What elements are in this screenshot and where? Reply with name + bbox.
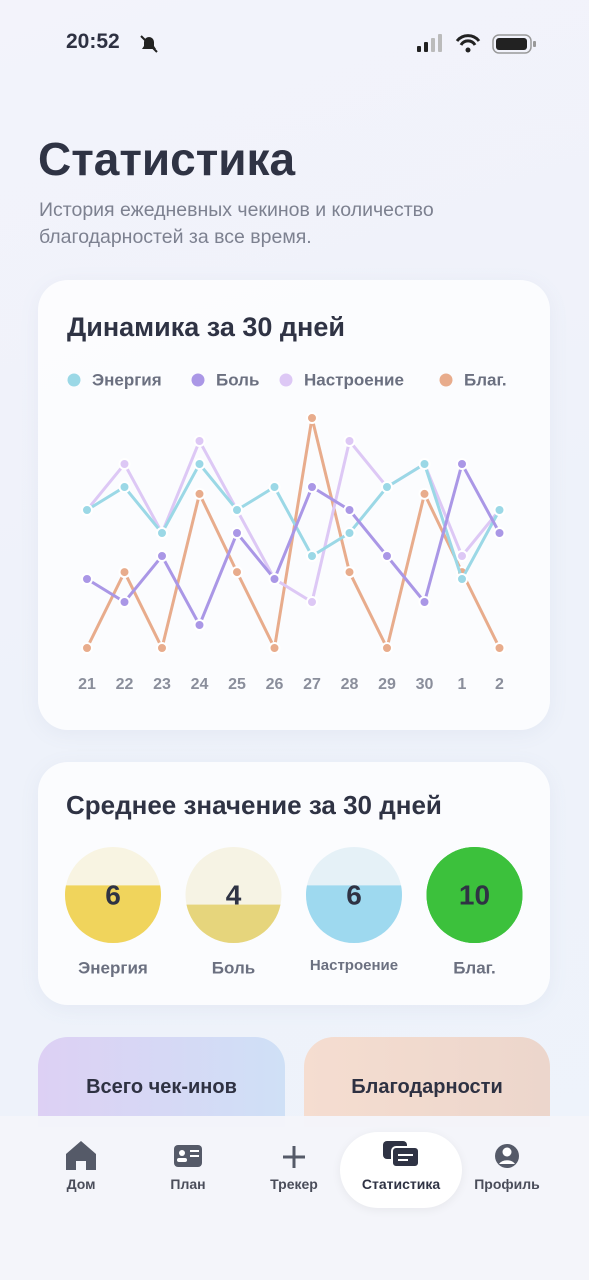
tab-bar [0, 1116, 589, 1280]
data-point [231, 566, 243, 579]
data-point [81, 504, 93, 516]
data-point [268, 573, 281, 585]
data-point [381, 481, 393, 493]
data-point [343, 435, 356, 447]
data-point [193, 435, 206, 447]
averages-title: Среднее значение за 30 дней [66, 790, 442, 820]
data-point [118, 566, 131, 579]
x-tick-label: 23 [153, 676, 171, 693]
data-point [381, 642, 393, 654]
data-point [456, 573, 468, 585]
tab[interactable]: Дом [66, 1176, 96, 1192]
gauge-fill [426, 847, 523, 943]
gauge-label: Боль [212, 958, 255, 977]
x-tick-label: 28 [341, 676, 359, 693]
averages: 6 Энергия 4 Боль 6 Настроение 10 Благ. [65, 847, 523, 977]
summary-card[interactable] [38, 1037, 285, 1127]
data-point [156, 527, 168, 539]
tab[interactable]: Профиль [474, 1176, 540, 1192]
chart-title: Динамика за 30 дней [67, 312, 345, 342]
data-point [118, 596, 131, 608]
x-tick-label: 27 [303, 676, 321, 693]
data-point [81, 642, 93, 654]
data-point [381, 550, 393, 562]
data-point [231, 527, 243, 539]
x-tick-label: 22 [116, 676, 134, 693]
data-point [306, 596, 318, 608]
gauge-label: Энергия [78, 958, 148, 977]
page-title: Статистика [38, 133, 296, 185]
data-point [268, 642, 281, 654]
data-point [456, 458, 468, 470]
data-point [418, 596, 431, 608]
data-point [343, 566, 356, 579]
data-point [306, 481, 318, 493]
data-point [81, 573, 93, 585]
data-point [456, 550, 468, 562]
mute-icon [140, 35, 158, 53]
summary-card-title: Всего чек-инов [86, 1076, 237, 1098]
data-point [418, 458, 431, 470]
data-point [418, 487, 431, 500]
tab[interactable]: Трекер [270, 1176, 318, 1192]
chart: Энергия Боль Настроение Благ.21 22 23 24 25 26 27… [67, 370, 507, 693]
gauge-value: 4 [226, 879, 242, 910]
legend-dot [279, 373, 293, 387]
data-point [306, 550, 318, 562]
legend-label: Благ. [464, 370, 507, 389]
data-point [493, 504, 506, 516]
data-point [193, 458, 206, 470]
x-tick-label: 24 [191, 676, 209, 693]
x-tick-label: 25 [228, 676, 246, 693]
data-point [231, 504, 243, 516]
tab[interactable]: План [170, 1176, 206, 1192]
tab-icons [66, 1141, 519, 1170]
series-line [86, 461, 501, 583]
series-line [86, 459, 501, 629]
data-point [156, 642, 168, 654]
data-point [306, 412, 318, 424]
data-point [118, 481, 131, 493]
x-tick-label: 2 [495, 676, 504, 693]
data-point [268, 481, 281, 493]
legend-dot [439, 373, 453, 387]
gauge-value: 6 [105, 879, 121, 910]
status-icons [417, 34, 536, 54]
gauge-label: Благ. [453, 958, 496, 977]
tab[interactable]: Статистика [361, 1176, 441, 1192]
data-point [493, 642, 506, 654]
summary-card[interactable] [304, 1037, 550, 1127]
data-point [118, 458, 131, 470]
x-tick-label: 30 [416, 676, 434, 693]
data-point [193, 487, 206, 500]
legend-label: Энергия [92, 370, 162, 389]
chart-card [38, 280, 550, 730]
data-point [493, 527, 506, 539]
gauge-label: Настроение [310, 957, 398, 974]
summary-card-title: Благодарности [351, 1076, 503, 1098]
legend-label: Боль [216, 370, 259, 389]
data-point [156, 550, 168, 562]
data-point [343, 504, 356, 516]
legend-dot [67, 373, 81, 387]
plot [81, 412, 506, 654]
gauge-value: 10 [459, 879, 490, 910]
legend-dot [191, 373, 205, 387]
x-tick-label: 26 [266, 676, 284, 693]
page-subtitle: История ежедневных чекинов и количество … [39, 199, 434, 248]
status-time: 20:52 [66, 30, 120, 53]
x-tick-label: 29 [378, 676, 396, 693]
gauge-value: 6 [346, 879, 362, 910]
x-tick-label: 21 [78, 676, 96, 693]
legend-label: Настроение [304, 370, 404, 389]
data-point [343, 527, 356, 539]
data-point [193, 619, 206, 631]
x-tick-label: 1 [458, 676, 467, 693]
